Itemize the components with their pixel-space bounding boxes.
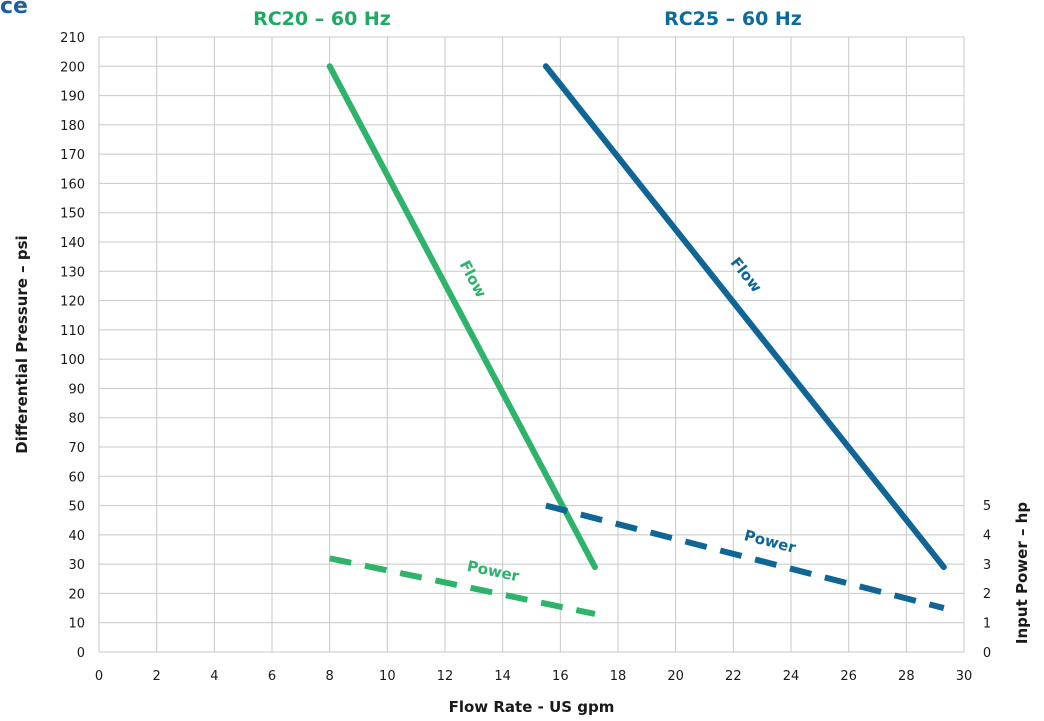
- y-axis-title: Differential Pressure – psi: [13, 235, 31, 453]
- x-tick-label: 26: [840, 669, 857, 684]
- y-tick-label: 170: [60, 148, 85, 163]
- x-tick-label: 16: [552, 669, 569, 684]
- rc25-power-label: Power: [742, 526, 798, 557]
- x-tick-label: 14: [494, 669, 511, 684]
- y-tick-label: 140: [60, 236, 85, 251]
- rc25-power-line: [545, 502, 945, 611]
- x-tick-label: 2: [153, 669, 161, 684]
- chart-title-rc20: RC20 – 60 Hz: [253, 8, 391, 30]
- y-tick-label: 190: [60, 90, 85, 105]
- y2-tick-label: 3: [983, 558, 991, 573]
- x-tick-label: 10: [379, 669, 396, 684]
- rc20-power-label: Power: [465, 557, 521, 586]
- chart-series: [326, 63, 947, 617]
- x-tick-label: 24: [783, 669, 800, 684]
- x-tick-label: 20: [667, 669, 684, 684]
- rc20-power-line: [329, 555, 596, 617]
- y-tick-label: 20: [68, 587, 85, 602]
- y-tick-label: 100: [60, 353, 85, 368]
- rc20-flow-label: Flow: [456, 257, 490, 301]
- y-tick-label: 0: [77, 646, 85, 661]
- x-tick-label: 8: [326, 669, 334, 684]
- rc25-flow-line: [542, 63, 947, 571]
- x-tick-label: 28: [898, 669, 915, 684]
- y-tick-label: 40: [68, 529, 85, 544]
- rc20-flow-line: [326, 63, 598, 571]
- x-tick-label: 6: [268, 669, 276, 684]
- x-tick-label: 18: [610, 669, 627, 684]
- y-tick-label: 120: [60, 295, 85, 310]
- x-tick-label: 4: [210, 669, 218, 684]
- y-tick-label: 60: [68, 470, 85, 485]
- y-tick-label: 30: [68, 558, 85, 573]
- chart-title-rc25: RC25 – 60 Hz: [664, 8, 802, 30]
- y-tick-label: 210: [60, 31, 85, 46]
- y2-tick-label: 1: [983, 617, 991, 632]
- y-tick-label: 180: [60, 119, 85, 134]
- y-tick-label: 150: [60, 207, 85, 222]
- y-tick-label: 10: [68, 617, 85, 632]
- y-axis-ticks: 0 10 20 30 40 50 60 70 80 90 100 110 120 130 140 150 160…: [60, 31, 85, 661]
- y-tick-label: 130: [60, 265, 85, 280]
- y-tick-label: 160: [60, 177, 85, 192]
- y-tick-label: 90: [68, 382, 85, 397]
- y-tick-label: 200: [60, 60, 85, 75]
- y-tick-label: 50: [68, 500, 85, 515]
- y2-axis-title: Input Power – hp: [1013, 502, 1031, 644]
- x-tick-label: 12: [437, 669, 454, 684]
- x-tick-label: 30: [956, 669, 973, 684]
- y-tick-label: 80: [68, 412, 85, 427]
- page-heading-fragment: ce: [0, 0, 28, 19]
- y2-tick-label: 5: [983, 499, 991, 514]
- y2-tick-label: 0: [983, 646, 991, 661]
- y2-tick-label: 2: [983, 587, 991, 602]
- y-tick-label: 70: [68, 441, 85, 456]
- rc25-flow-label: Flow: [727, 254, 766, 296]
- x-axis-title: Flow Rate - US gpm: [449, 698, 615, 716]
- y2-tick-label: 4: [983, 528, 991, 543]
- x-axis-ticks: 0 2 4 6 8 10 12 14 16 18 20 22 24 26 28 30: [95, 669, 972, 684]
- y2-axis-ticks: 0 1 2 3 4 5: [983, 499, 991, 661]
- y-tick-label: 110: [60, 324, 85, 339]
- x-tick-label: 22: [725, 669, 742, 684]
- chart-grid: [98, 36, 965, 653]
- x-tick-label: 0: [95, 669, 103, 684]
